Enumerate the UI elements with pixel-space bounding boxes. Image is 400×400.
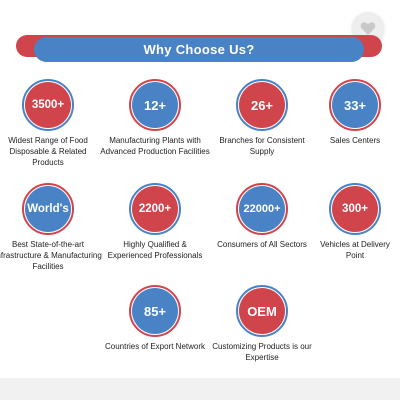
stat-value: 3500+	[25, 82, 71, 128]
stat-badge: World's	[22, 183, 74, 235]
stat-caption: Vehicles at Delivery Point	[320, 240, 390, 260]
stat-value: 85+	[132, 288, 178, 334]
stat-caption: Branches for Consistent Supply	[219, 136, 305, 156]
stat-badge: 300+	[329, 183, 381, 235]
stat-badge: 26+	[236, 79, 288, 131]
stat-caption: Countries of Export Network	[104, 342, 206, 351]
stat-caption: Widest Range of Food Disposable & Relate…	[8, 136, 88, 167]
stat-badge: 3500+	[22, 79, 74, 131]
stat-badge: 12+	[129, 79, 181, 131]
stat-caption: Manufacturing Plants with Advanced Produ…	[100, 136, 210, 156]
stat-value: 12+	[132, 82, 178, 128]
stat-badge: OEM	[236, 285, 288, 337]
stat-caption: Consumers of All Sectors	[217, 240, 307, 249]
stat-value: 22000+	[239, 186, 285, 232]
stat-caption: Best State-of-the-art Infrastructure & M…	[0, 240, 102, 271]
stat-value: 300+	[332, 186, 378, 232]
heart-icon	[360, 21, 376, 35]
stat-badge: 33+	[329, 79, 381, 131]
stat-value: OEM	[239, 288, 285, 334]
stat-caption: Sales Centers	[329, 136, 381, 145]
stat-badge: 2200+	[129, 183, 181, 235]
banner: Why Choose Us?	[34, 37, 364, 62]
stat-badge: 22000+	[236, 183, 288, 235]
stat-badge: 85+	[129, 285, 181, 337]
stat-value: 2200+	[132, 186, 178, 232]
stat-value: 26+	[239, 82, 285, 128]
stat-caption: Highly Qualified & Experienced Professio…	[107, 240, 203, 260]
stat-value: 33+	[332, 82, 378, 128]
stat-caption: Customizing Products is our Expertise	[212, 342, 312, 362]
banner-title: Why Choose Us?	[143, 42, 255, 57]
footer-band	[0, 378, 400, 400]
stat-value: World's	[25, 186, 71, 232]
